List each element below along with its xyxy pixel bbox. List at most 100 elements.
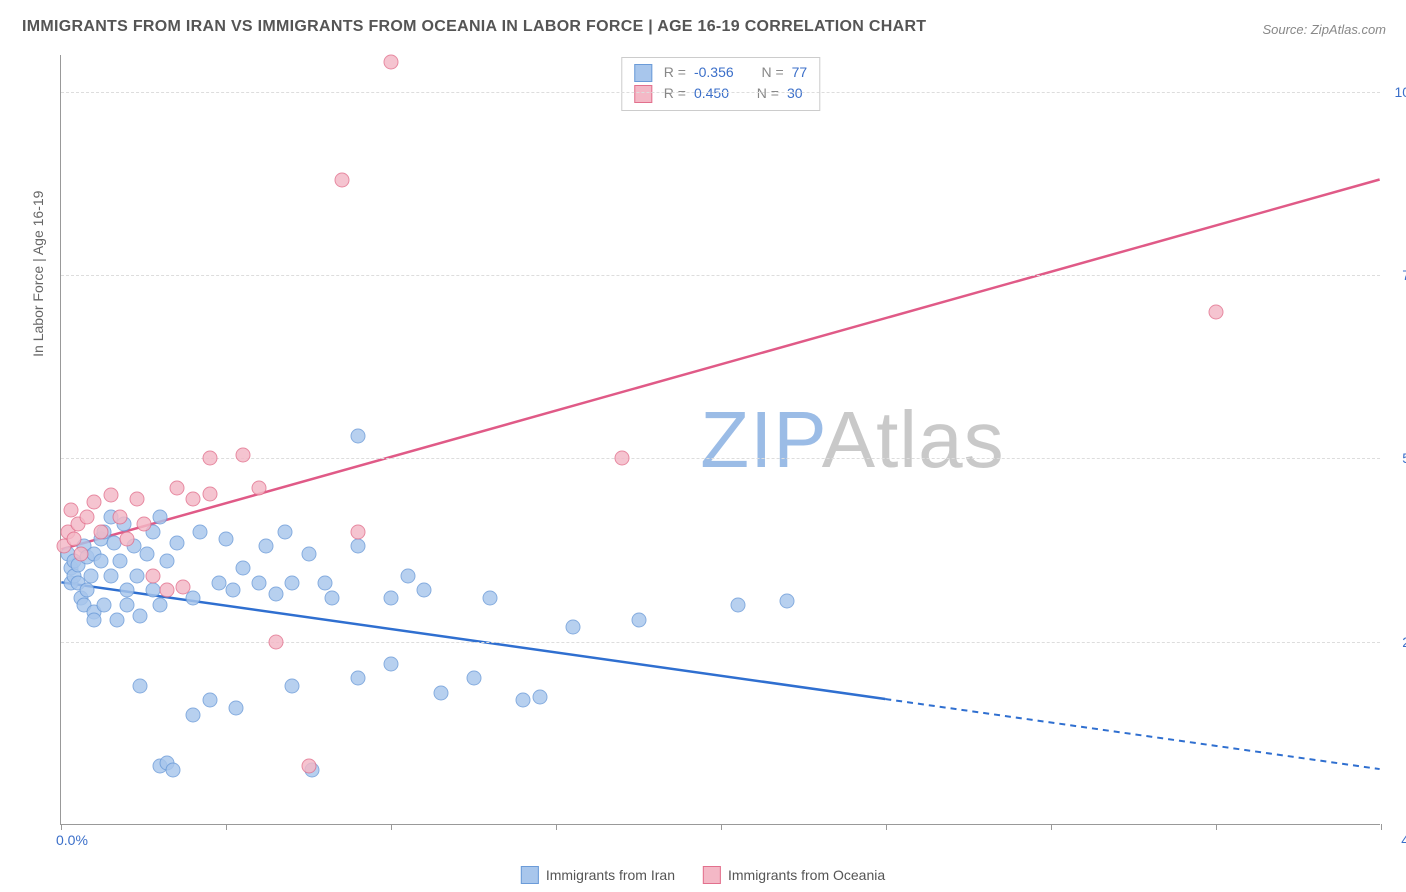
x-tick bbox=[1216, 824, 1217, 830]
data-point bbox=[301, 546, 316, 561]
data-point bbox=[202, 693, 217, 708]
data-point bbox=[1209, 304, 1224, 319]
data-point bbox=[93, 554, 108, 569]
data-point bbox=[129, 491, 144, 506]
data-point bbox=[192, 524, 207, 539]
data-point bbox=[113, 554, 128, 569]
data-point bbox=[615, 451, 630, 466]
data-point bbox=[433, 686, 448, 701]
data-point bbox=[235, 447, 250, 462]
data-point bbox=[93, 524, 108, 539]
x-tick bbox=[61, 824, 62, 830]
data-point bbox=[400, 568, 415, 583]
stats-legend: R = -0.356 N = 77R = 0.450 N = 30 bbox=[621, 57, 820, 111]
data-point bbox=[129, 568, 144, 583]
data-point bbox=[417, 583, 432, 598]
data-point bbox=[780, 594, 795, 609]
x-tick bbox=[886, 824, 887, 830]
data-point bbox=[324, 590, 339, 605]
data-point bbox=[532, 689, 547, 704]
data-point bbox=[351, 671, 366, 686]
data-point bbox=[67, 532, 82, 547]
data-point bbox=[120, 598, 135, 613]
data-point bbox=[318, 576, 333, 591]
data-point bbox=[159, 583, 174, 598]
x-tick bbox=[721, 824, 722, 830]
data-point bbox=[136, 517, 151, 532]
data-point bbox=[268, 634, 283, 649]
data-point bbox=[87, 612, 102, 627]
data-point bbox=[351, 524, 366, 539]
data-point bbox=[153, 598, 168, 613]
y-axis-title: In Labor Force | Age 16-19 bbox=[30, 191, 46, 357]
x-tick-label: 0.0% bbox=[56, 832, 88, 848]
legend-label: Immigrants from Oceania bbox=[728, 867, 885, 883]
gridline bbox=[61, 92, 1380, 93]
series-legend: Immigrants from Iran Immigrants from Ocea… bbox=[521, 866, 885, 884]
data-point bbox=[186, 491, 201, 506]
data-point bbox=[258, 539, 273, 554]
data-point bbox=[159, 554, 174, 569]
data-point bbox=[278, 524, 293, 539]
legend-item: Immigrants from Oceania bbox=[703, 866, 885, 884]
data-point bbox=[133, 609, 148, 624]
legend-swatch bbox=[634, 64, 652, 82]
x-tick bbox=[556, 824, 557, 830]
y-tick-label: 75.0% bbox=[1387, 267, 1406, 283]
data-point bbox=[80, 510, 95, 525]
legend-label: Immigrants from Iran bbox=[546, 867, 675, 883]
data-point bbox=[146, 568, 161, 583]
data-point bbox=[219, 532, 234, 547]
data-point bbox=[87, 495, 102, 510]
data-point bbox=[120, 583, 135, 598]
data-point bbox=[133, 678, 148, 693]
data-point bbox=[96, 598, 111, 613]
data-point bbox=[103, 488, 118, 503]
data-point bbox=[351, 539, 366, 554]
data-point bbox=[83, 568, 98, 583]
x-tick-label: 40.0% bbox=[1401, 832, 1406, 848]
data-point bbox=[301, 759, 316, 774]
legend-swatch bbox=[634, 85, 652, 103]
legend-swatch bbox=[703, 866, 721, 884]
gridline bbox=[61, 275, 1380, 276]
data-point bbox=[466, 671, 481, 686]
data-point bbox=[202, 486, 217, 501]
data-point bbox=[228, 700, 243, 715]
gridline bbox=[61, 458, 1380, 459]
data-point bbox=[252, 576, 267, 591]
data-point bbox=[384, 55, 399, 70]
chart-title: IMMIGRANTS FROM IRAN VS IMMIGRANTS FROM … bbox=[22, 18, 926, 36]
x-tick bbox=[1051, 824, 1052, 830]
data-point bbox=[285, 678, 300, 693]
data-point bbox=[334, 172, 349, 187]
y-tick-label: 50.0% bbox=[1387, 450, 1406, 466]
data-point bbox=[235, 561, 250, 576]
data-point bbox=[351, 429, 366, 444]
data-point bbox=[153, 510, 168, 525]
data-point bbox=[186, 708, 201, 723]
data-point bbox=[176, 579, 191, 594]
data-point bbox=[73, 546, 88, 561]
data-point bbox=[516, 693, 531, 708]
legend-stat-row: R = -0.356 N = 77 bbox=[634, 62, 807, 83]
legend-swatch bbox=[521, 866, 539, 884]
y-tick-label: 25.0% bbox=[1387, 634, 1406, 650]
data-point bbox=[110, 612, 125, 627]
legend-stat-row: R = 0.450 N = 30 bbox=[634, 83, 807, 104]
x-tick bbox=[1381, 824, 1382, 830]
data-point bbox=[268, 587, 283, 602]
data-point bbox=[169, 480, 184, 495]
legend-item: Immigrants from Iran bbox=[521, 866, 675, 884]
source-label: Source: ZipAtlas.com bbox=[1262, 22, 1386, 37]
data-point bbox=[166, 763, 181, 778]
data-point bbox=[730, 598, 745, 613]
data-point bbox=[225, 583, 240, 598]
data-point bbox=[63, 502, 78, 517]
data-point bbox=[483, 590, 498, 605]
data-point bbox=[384, 656, 399, 671]
data-point bbox=[202, 451, 217, 466]
data-point bbox=[384, 590, 399, 605]
x-tick bbox=[226, 824, 227, 830]
x-tick bbox=[391, 824, 392, 830]
